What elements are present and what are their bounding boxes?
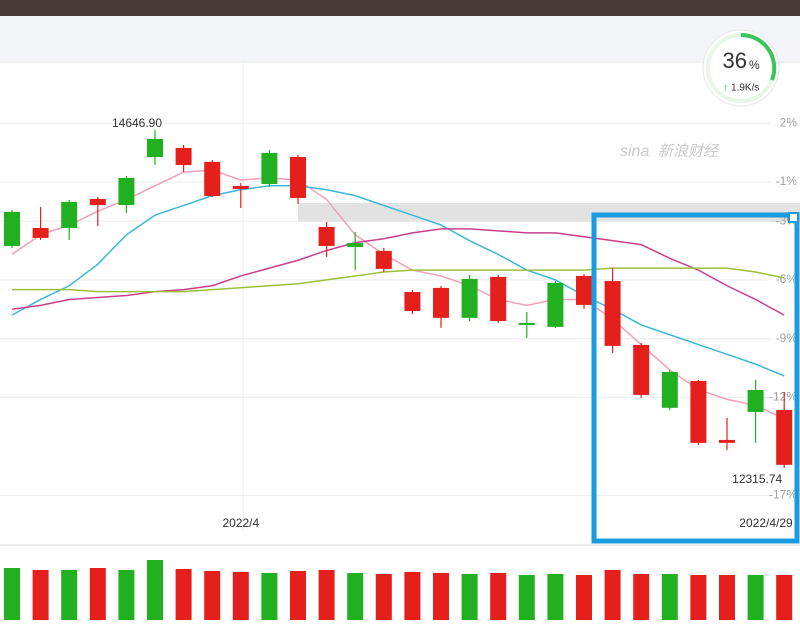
volume-bar [490, 573, 507, 620]
plot: 2%-1%-3%-6%-9%-12%-17%2022/4 2022/4/29146… [0, 115, 797, 620]
candle-body [147, 138, 163, 158]
y-tick-label: -1% [776, 174, 798, 188]
candle-body [576, 275, 592, 305]
candle-body [375, 250, 392, 269]
candle-body [61, 201, 78, 228]
candle-body [547, 283, 564, 327]
volume-bar [604, 570, 621, 620]
candle-body [719, 439, 735, 443]
volume-bar [204, 571, 221, 620]
speed-widget: 36 % ↑ 1.9K/s [702, 29, 780, 107]
candle-body [404, 292, 421, 312]
widget-percent: 36 [723, 48, 747, 73]
volume-bar [261, 573, 278, 620]
header-band [0, 16, 800, 62]
candle-body [4, 211, 20, 246]
candle-body [518, 322, 535, 325]
candle-body [461, 278, 478, 318]
y-tick-label: -17% [769, 488, 797, 502]
ma-line [11, 228, 785, 316]
volume-bar [61, 570, 78, 620]
candle-body [204, 161, 221, 196]
candle-body [261, 152, 278, 185]
widget-arc [740, 32, 777, 81]
candle-body [232, 186, 249, 189]
candle-body [490, 276, 507, 322]
candle-body [433, 287, 449, 318]
candle-body [661, 371, 678, 408]
candle-body [89, 198, 106, 206]
candle-body [347, 243, 364, 247]
volume-bar [318, 570, 335, 620]
widget-speed: 1.9K/s [731, 83, 759, 94]
band-marker [788, 212, 799, 223]
volume-bar [147, 560, 163, 620]
widget-unit: % [749, 58, 760, 72]
volume-bar [375, 574, 392, 620]
volume-bar [518, 575, 535, 620]
max-label: 14646.90 [112, 116, 162, 130]
volume-bar [89, 568, 106, 620]
volume-bar [175, 569, 192, 620]
volume-bar [290, 571, 306, 620]
candle-body [175, 147, 192, 166]
watermark: sina 新浪财经 [620, 143, 720, 160]
volume-bar [576, 575, 592, 620]
ma-line [11, 169, 785, 420]
volume-bar [633, 574, 650, 620]
candle-body [318, 226, 335, 246]
candle-body [747, 389, 764, 412]
candle-body [290, 157, 306, 198]
widget-bg [702, 29, 780, 107]
volume-bar [347, 573, 364, 620]
x-tick-label: 2022/4/29 [739, 516, 793, 530]
volume-bar [719, 575, 735, 620]
volume-bar [661, 574, 678, 620]
ma-line [11, 185, 785, 377]
volume-bar [690, 575, 707, 620]
volume-bar [4, 568, 20, 620]
tab-strip [0, 0, 800, 16]
y-tick-label: -12% [769, 390, 797, 404]
y-tick-label: -9% [776, 331, 798, 345]
volume-bar [32, 570, 49, 620]
candle-body [633, 344, 650, 395]
volume-bar [776, 575, 793, 620]
candle-body [690, 380, 707, 443]
highlight-box [591, 212, 800, 544]
volume-bar [404, 572, 421, 620]
candle-body [776, 409, 793, 465]
volume-bar [547, 574, 564, 620]
watermark-name: 新浪财经 [658, 143, 720, 160]
y-tick-label: 2% [780, 115, 798, 129]
volume-bar [747, 575, 764, 620]
volume-bar [433, 573, 449, 620]
ma-line [12, 267, 785, 293]
candle-body [32, 227, 49, 238]
volume-bar [232, 572, 249, 620]
candle-body [118, 177, 135, 206]
candle-body [604, 281, 621, 346]
y-tick-label: -6% [776, 272, 798, 286]
widget-arrow: ↑ [723, 83, 728, 94]
volume-bar [461, 574, 478, 620]
watermark-brand: sina [620, 143, 649, 160]
volume-bar [118, 570, 135, 620]
min-label: 12315.74 [732, 472, 782, 486]
x-tick-label: 2022/4 [222, 516, 259, 530]
